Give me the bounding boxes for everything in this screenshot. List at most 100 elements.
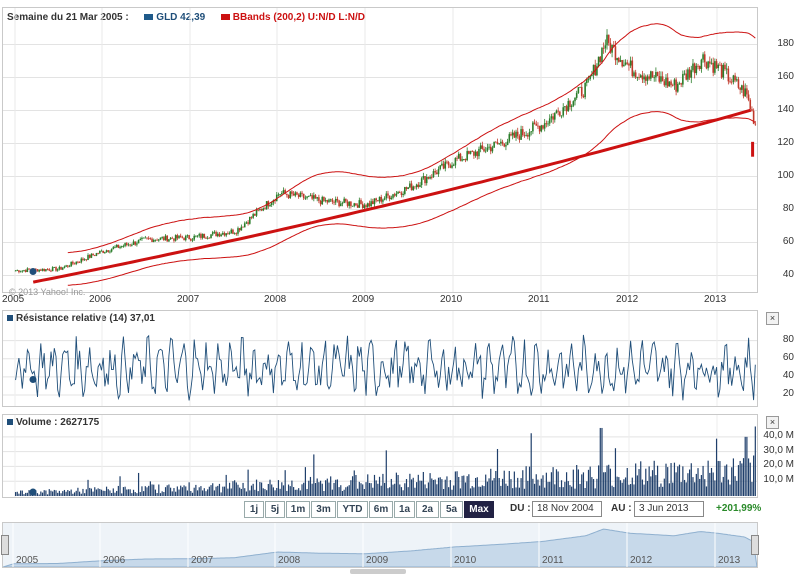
volume-bar — [690, 463, 692, 496]
to-date-input[interactable]: 3 Jun 2013 — [634, 501, 704, 517]
price-candle-body — [21, 270, 24, 272]
volume-bar — [643, 484, 645, 496]
price-x-tick: 2010 — [440, 294, 463, 305]
navigator-x-tick: 2008 — [278, 555, 301, 566]
range-button-6m[interactable]: 6m — [369, 501, 393, 518]
price-candle-body — [710, 62, 713, 64]
volume-bar — [23, 494, 25, 496]
price-candle-body — [368, 203, 371, 207]
volume-bar — [242, 482, 244, 496]
price-candle-body — [634, 72, 637, 78]
volume-bar — [609, 468, 611, 496]
volume-bar — [73, 492, 76, 496]
volume-bar — [555, 469, 558, 496]
price-candle-body — [299, 192, 302, 197]
price-panel: Semaine du 21 Mar 2005 : GLD 42,39 BBand… — [2, 7, 758, 297]
range-button-1a[interactable]: 1a — [394, 501, 415, 518]
volume-bar — [702, 465, 704, 496]
range-button-ytd[interactable]: YTD — [337, 501, 368, 518]
volume-bar — [67, 489, 69, 496]
price-candle-body — [28, 268, 30, 270]
price-y-tick: 180 — [777, 37, 794, 49]
volume-bar — [377, 483, 379, 496]
range-button-3m[interactable]: 3m — [311, 501, 336, 518]
volume-close-button[interactable]: × — [766, 416, 779, 429]
navigator-right-handle[interactable] — [751, 535, 759, 555]
price-candle-body — [222, 232, 224, 235]
price-candle-body — [282, 190, 285, 194]
price-candle-body — [644, 76, 647, 81]
volume-bar — [210, 485, 212, 496]
volume-bar — [346, 486, 349, 496]
rsi-chart-svg[interactable] — [3, 311, 757, 406]
range-button-1j[interactable]: 1j — [244, 501, 264, 518]
price-candle-body — [464, 159, 467, 161]
volume-bar — [188, 482, 190, 496]
volume-bar — [153, 484, 155, 496]
price-candle-body — [449, 165, 452, 168]
price-candle-body — [78, 262, 81, 263]
navigator-scrollbar[interactable] — [350, 569, 406, 574]
price-candle-body — [45, 269, 47, 271]
price-candle-body — [23, 270, 25, 272]
price-candle-body — [168, 239, 170, 242]
range-button-max[interactable]: Max — [464, 501, 494, 518]
navigator[interactable] — [1, 522, 759, 568]
volume-bar — [431, 478, 433, 496]
price-candle-body — [144, 237, 147, 239]
price-candle-body — [129, 244, 131, 246]
price-candle-body — [412, 186, 415, 191]
range-button-5a[interactable]: 5a — [440, 501, 463, 518]
volume-bar — [714, 480, 716, 496]
price-candle-body — [525, 134, 527, 136]
rsi-close-button[interactable]: × — [766, 312, 779, 325]
volume-bar — [250, 485, 253, 496]
price-candle-body — [725, 68, 728, 70]
from-date-input[interactable]: 18 Nov 2004 — [532, 501, 602, 517]
price-candle-body — [154, 239, 157, 241]
volume-bar — [503, 470, 505, 496]
price-candle-body — [373, 198, 376, 205]
price-candle-body — [323, 196, 325, 201]
volume-bar — [624, 477, 627, 496]
price-candle-body — [579, 86, 581, 88]
price-chart-svg[interactable] — [3, 8, 757, 292]
to-label: AU : — [611, 503, 632, 514]
volume-bar — [500, 485, 502, 496]
volume-bar — [596, 478, 598, 496]
price-candle-body — [430, 176, 433, 178]
price-candle-body — [572, 101, 575, 106]
from-label: DU : — [510, 503, 531, 514]
navigator-left-handle[interactable] — [1, 535, 9, 555]
price-candle-body — [735, 79, 738, 81]
volume-bar — [281, 482, 283, 496]
volume-bar — [80, 493, 82, 496]
price-candle-body — [351, 205, 354, 207]
bbands-legend-label: BBands (200,2) U:N/D L:N/D — [232, 12, 366, 23]
volume-chart-svg[interactable] — [3, 415, 757, 497]
price-candle-body — [287, 195, 290, 198]
volume-bar — [276, 487, 278, 496]
volume-bar — [345, 487, 347, 496]
volume-bar — [213, 490, 216, 496]
price-candle-body — [587, 78, 590, 80]
volume-bar — [539, 485, 541, 496]
price-candle-body — [400, 192, 403, 195]
price-candle-body — [402, 193, 404, 195]
volume-bar — [515, 487, 517, 496]
volume-bar — [535, 474, 537, 496]
range-button-1m[interactable]: 1m — [286, 501, 310, 518]
volume-bar — [41, 492, 44, 496]
volume-bar — [404, 483, 406, 496]
price-candle-body — [353, 203, 356, 206]
volume-bar — [239, 487, 241, 496]
price-candle-body — [751, 109, 753, 111]
volume-bar — [736, 480, 738, 496]
volume-bar — [547, 481, 549, 496]
range-button-5j[interactable]: 5j — [265, 501, 285, 518]
price-candle-body — [606, 34, 608, 46]
volume-bar — [203, 488, 205, 496]
volume-bar — [464, 482, 467, 496]
price-candle-body — [582, 96, 585, 98]
range-button-2a[interactable]: 2a — [416, 501, 439, 518]
